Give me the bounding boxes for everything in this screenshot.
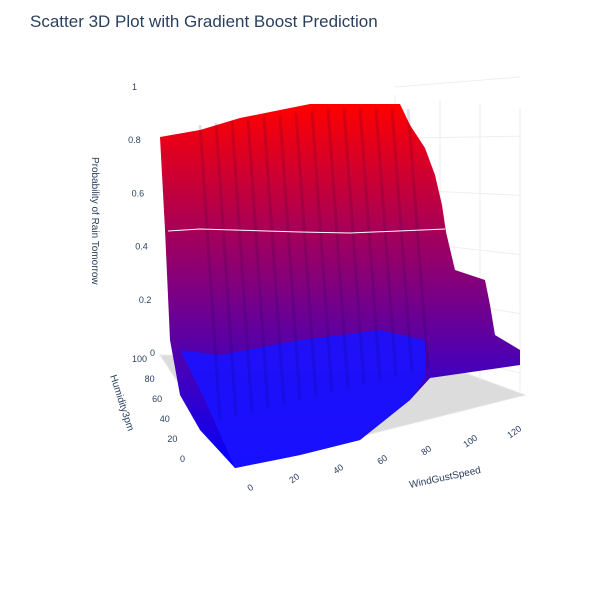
surface-ridge <box>326 108 350 389</box>
chart-title: Scatter 3D Plot with Gradient Boost Pred… <box>30 12 378 31</box>
surface-ridge <box>230 120 254 413</box>
surface-ridges <box>198 108 430 421</box>
x-tick-label: 40 <box>331 462 345 476</box>
surface-ridge <box>294 112 318 397</box>
z-tick-label: 0.8 <box>128 135 141 145</box>
surface-front-face <box>180 330 425 468</box>
surface-ridge <box>310 110 334 393</box>
surface-ridge <box>198 124 222 421</box>
x-tick-label: 80 <box>419 443 433 457</box>
y-tick-label: 100 <box>132 354 147 364</box>
x-tick-label: 100 <box>461 433 479 450</box>
surface-ridge <box>406 108 430 369</box>
y-tick-label: 60 <box>152 394 162 404</box>
back-grid-line <box>394 76 521 88</box>
surface-ridge <box>262 116 286 405</box>
z-tick-label: 0.4 <box>135 242 148 252</box>
surface-ridge <box>342 108 366 385</box>
z-tick-label: 0 <box>150 348 155 358</box>
surface-ridge <box>246 118 270 409</box>
y-axis-ticks: 020 40 60 80 100 <box>132 354 185 464</box>
y-tick-label: 20 <box>167 434 177 444</box>
y-tick-label: 0 <box>180 454 185 464</box>
surface-ridge <box>390 108 414 373</box>
z-tick-label: 0.6 <box>132 188 145 198</box>
z-tick-label: 1 <box>132 82 137 92</box>
y-tick-label: 80 <box>145 374 155 384</box>
surface-ridge <box>214 122 238 417</box>
surface-ridge <box>374 108 398 377</box>
x-axis-title: WindGustSpeed <box>408 465 482 491</box>
surface-ridge <box>278 114 302 401</box>
x-tick-label: 20 <box>287 471 301 485</box>
x-tick-label: 60 <box>375 453 389 467</box>
y-tick-label: 40 <box>160 414 170 424</box>
surface-ridge <box>358 108 382 381</box>
z-tick-label: 0.2 <box>139 295 152 305</box>
x-tick-label: 120 <box>505 423 523 440</box>
threshold-line <box>167 228 446 234</box>
z-axis-ticks: 0 0.2 0.4 0.6 0.8 1 <box>128 82 155 358</box>
z-axis-title: Probability of Rain Tomorrow <box>89 157 100 285</box>
x-tick-label: 0 <box>245 482 255 493</box>
y-axis-title: Humidity3pm <box>107 374 135 433</box>
